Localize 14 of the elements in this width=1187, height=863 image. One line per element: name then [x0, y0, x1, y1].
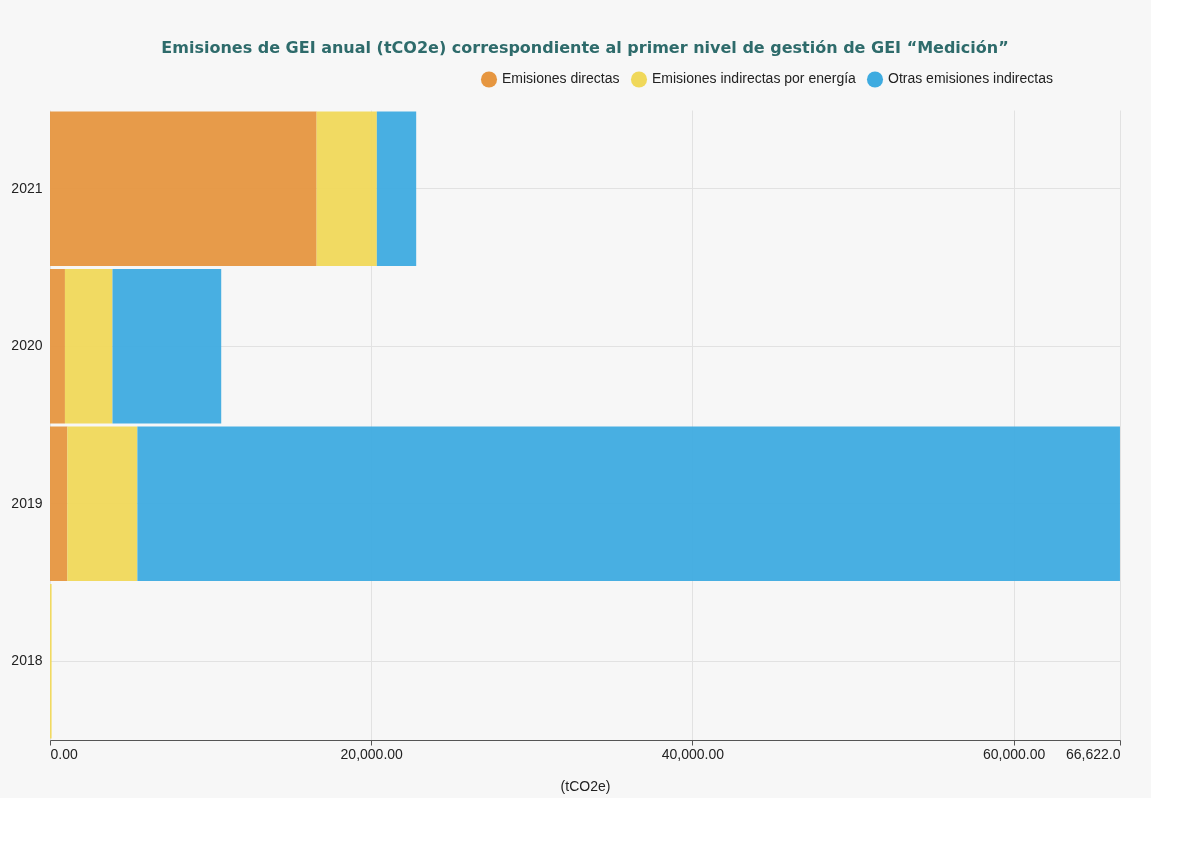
x-tick-label: 40,000.00: [661, 745, 725, 762]
x-axis-title: (tCO2e): [560, 777, 611, 794]
x-tick-label: 60,000.00: [983, 745, 1046, 762]
legend-label: Emisiones directas: [502, 70, 620, 87]
legend-label: Otras emisiones indirectas: [888, 70, 1053, 87]
y-tick-label: 2020: [11, 337, 43, 354]
y-tick-label: 2021: [11, 179, 43, 196]
chart-title: Emisiones de GEI anual (tCO2e) correspondiente al primer nivel de gestión de GEI “Medición”: [161, 38, 1009, 57]
x-tick-label: 0.00: [50, 745, 78, 762]
y-tick-label: 2019: [11, 494, 43, 511]
x-tick-label: 20,000.00: [340, 745, 404, 762]
y-tick-label: 2018: [11, 652, 43, 669]
legend-label: Emisiones indirectas por energía: [652, 70, 857, 87]
x-tick-label: 66,622.0: [1066, 745, 1121, 762]
